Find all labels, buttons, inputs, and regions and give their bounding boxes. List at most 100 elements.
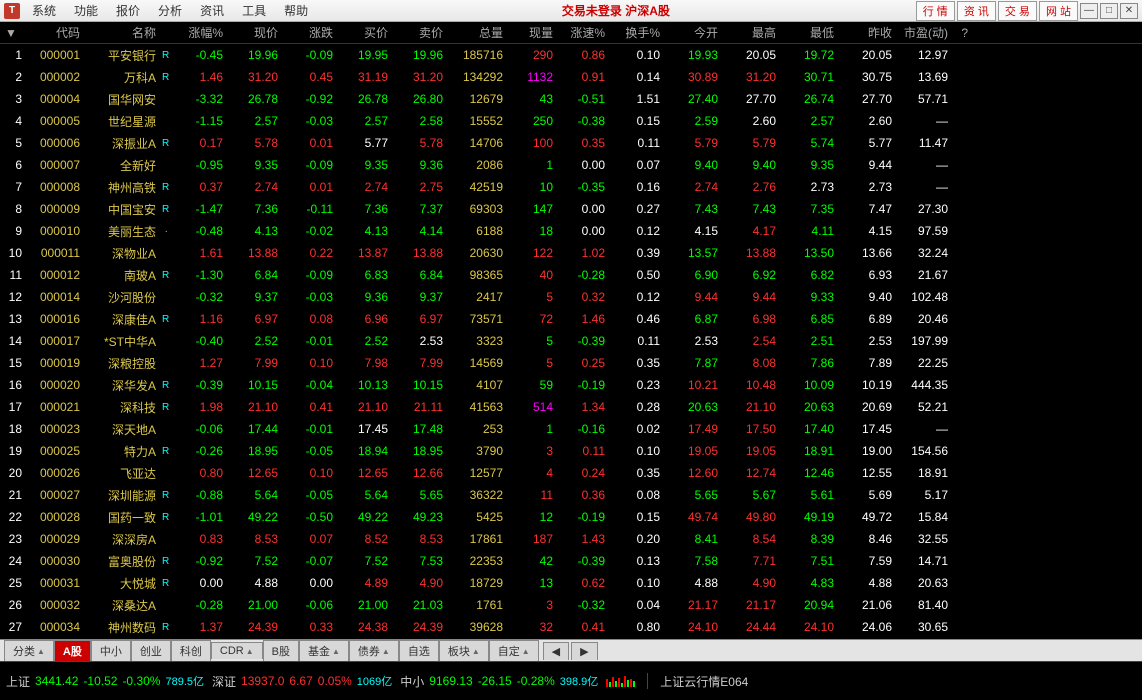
cell: 13: [509, 576, 559, 590]
table-row[interactable]: 6000007全新好-0.959.35-0.099.359.36208610.0…: [0, 154, 1142, 176]
index-block[interactable]: 深证13937.06.670.05%1069亿: [212, 673, 392, 690]
table-row[interactable]: 17000021深科技R1.9821.100.4121.1021.1141563…: [0, 396, 1142, 418]
col-header[interactable]: 最高: [724, 24, 782, 41]
table-row[interactable]: 10000011深物业A1.6113.880.2213.8713.8820630…: [0, 242, 1142, 264]
tab-板块[interactable]: 板块▲: [439, 640, 489, 661]
tab-中小[interactable]: 中小: [91, 640, 131, 661]
table-row[interactable]: 5000006深振业AR0.175.780.015.775.7814706100…: [0, 132, 1142, 154]
cell: 13.50: [782, 246, 840, 260]
col-header[interactable]: 买价: [339, 24, 394, 41]
cell: 7.71: [724, 554, 782, 568]
cell: 13.88: [394, 246, 449, 260]
table-row[interactable]: 11000012南玻AR-1.306.84-0.096.836.84983654…: [0, 264, 1142, 286]
table-row[interactable]: 21000027深圳能源R-0.885.64-0.055.645.6536322…: [0, 484, 1142, 506]
col-header[interactable]: ?: [954, 26, 974, 40]
cell: -1.47: [174, 202, 229, 216]
cell: 2.57: [782, 114, 840, 128]
cell: 0.01: [284, 180, 339, 194]
cell: 5.61: [782, 488, 840, 502]
menu-功能[interactable]: 功能: [66, 0, 106, 21]
table-row[interactable]: 14000017*ST中华A-0.402.52-0.012.522.533323…: [0, 330, 1142, 352]
cell: 7.86: [782, 356, 840, 370]
index-block[interactable]: 上证3441.42-10.52-0.30%789.5亿: [6, 673, 204, 690]
col-header[interactable]: 卖价: [394, 24, 449, 41]
maximize-button[interactable]: □: [1100, 3, 1118, 19]
table-row[interactable]: 16000020深华发AR-0.3910.15-0.0410.1310.1541…: [0, 374, 1142, 396]
menu-系统[interactable]: 系统: [24, 0, 64, 21]
col-header[interactable]: 市盈(动): [898, 24, 954, 41]
tab-创业[interactable]: 创业: [131, 640, 171, 661]
menu-资讯[interactable]: 资讯: [192, 0, 232, 21]
menu-工具[interactable]: 工具: [234, 0, 274, 21]
col-header[interactable]: 涨跌: [284, 24, 339, 41]
cell: 0.35: [559, 136, 611, 150]
table-row[interactable]: 24000030富奥股份R-0.927.52-0.077.527.5322353…: [0, 550, 1142, 572]
index-block[interactable]: 中小9169.13-26.15-0.28%398.9亿: [400, 673, 598, 690]
tab-A股[interactable]: A股: [54, 640, 91, 661]
table-row[interactable]: 9000010美丽生态·-0.484.13-0.024.134.14618818…: [0, 220, 1142, 242]
cell: 14: [0, 334, 28, 348]
menu-报价[interactable]: 报价: [108, 0, 148, 21]
cell: 20.05: [724, 48, 782, 62]
tab-自选[interactable]: 自选: [399, 640, 439, 661]
table-row[interactable]: 12000014沙河股份-0.329.37-0.039.369.37241750…: [0, 286, 1142, 308]
tab-债券[interactable]: 债券▲: [349, 640, 399, 661]
minimize-button[interactable]: —: [1080, 3, 1098, 19]
navbtn[interactable]: 网 站: [1039, 1, 1078, 21]
col-header[interactable]: 换手%: [611, 24, 666, 41]
cell: 17.49: [666, 422, 724, 436]
table-row[interactable]: 18000023深天地A-0.0617.44-0.0117.4517.48253…: [0, 418, 1142, 440]
tab-自定[interactable]: 自定▲: [489, 640, 539, 661]
cell: 全新好: [86, 157, 162, 174]
col-header[interactable]: 名称: [86, 24, 162, 41]
cell: 7: [0, 180, 28, 194]
table-row[interactable]: 3000004国华网安-3.3226.78-0.9226.7826.801267…: [0, 88, 1142, 110]
tab-基金[interactable]: 基金▲: [299, 640, 349, 661]
navbtn[interactable]: 行 情: [916, 1, 955, 21]
col-header[interactable]: 最低: [782, 24, 840, 41]
table-row[interactable]: 22000028国药一致R-1.0149.22-0.5049.2249.2354…: [0, 506, 1142, 528]
col-header[interactable]: 总量: [449, 24, 509, 41]
cell: 2.76: [724, 180, 782, 194]
cell: 21.17: [724, 598, 782, 612]
table-row[interactable]: 19000025特力AR-0.2618.95-0.0518.9418.95379…: [0, 440, 1142, 462]
tab-scroll[interactable]: ◀: [543, 642, 569, 660]
close-button[interactable]: ✕: [1120, 3, 1138, 19]
table-row[interactable]: 13000016深康佳AR1.166.970.086.966.977357172…: [0, 308, 1142, 330]
cell: 9.37: [394, 290, 449, 304]
table-row[interactable]: 8000009中国宝安R-1.477.36-0.117.367.37693031…: [0, 198, 1142, 220]
table-row[interactable]: 23000029深深房A0.838.530.078.528.5317861187…: [0, 528, 1142, 550]
navbtn[interactable]: 资 讯: [957, 1, 996, 21]
cell: 13.69: [898, 70, 954, 84]
table-row[interactable]: 15000019深粮控股1.277.990.107.987.991456950.…: [0, 352, 1142, 374]
table-row[interactable]: 2000002万科AR1.4631.200.4531.1931.20134292…: [0, 66, 1142, 88]
table-row[interactable]: 7000008神州高铁R0.372.740.012.742.754251910-…: [0, 176, 1142, 198]
table-row[interactable]: 25000031大悦城R0.004.880.004.894.9018729130…: [0, 572, 1142, 594]
tab-scroll[interactable]: ▶: [571, 642, 597, 660]
menu-帮助[interactable]: 帮助: [276, 0, 316, 21]
col-header[interactable]: 现价: [229, 24, 284, 41]
col-header[interactable]: ▼: [0, 26, 28, 40]
table-row[interactable]: 20000026飞亚达0.8012.650.1012.6512.66125774…: [0, 462, 1142, 484]
table-row[interactable]: 27000034神州数码R1.3724.390.3324.3824.393962…: [0, 616, 1142, 638]
tab-分类[interactable]: 分类▲: [4, 640, 54, 661]
col-header[interactable]: 代码: [28, 24, 86, 41]
cell: 000010: [28, 224, 86, 238]
cell: 30.71: [782, 70, 840, 84]
tab-CDR[interactable]: CDR▲: [211, 642, 263, 659]
col-header[interactable]: 现量: [509, 24, 559, 41]
tab-B股[interactable]: B股: [263, 640, 299, 661]
tab-科创[interactable]: 科创: [171, 640, 211, 661]
col-header[interactable]: 涨速%: [559, 24, 611, 41]
table-row[interactable]: 1000001平安银行R-0.4519.96-0.0919.9519.96185…: [0, 44, 1142, 66]
col-header[interactable]: 今开: [666, 24, 724, 41]
col-header[interactable]: 涨幅%: [174, 24, 229, 41]
cell: 21.03: [394, 598, 449, 612]
table-row[interactable]: 26000032深桑达A-0.2821.00-0.0621.0021.03176…: [0, 594, 1142, 616]
table-row[interactable]: 4000005世纪星源-1.152.57-0.032.572.581555225…: [0, 110, 1142, 132]
navbtn[interactable]: 交 易: [998, 1, 1037, 21]
cell: 1761: [449, 598, 509, 612]
menu-分析[interactable]: 分析: [150, 0, 190, 21]
col-header[interactable]: 昨收: [840, 24, 898, 41]
cell: 4.88: [666, 576, 724, 590]
